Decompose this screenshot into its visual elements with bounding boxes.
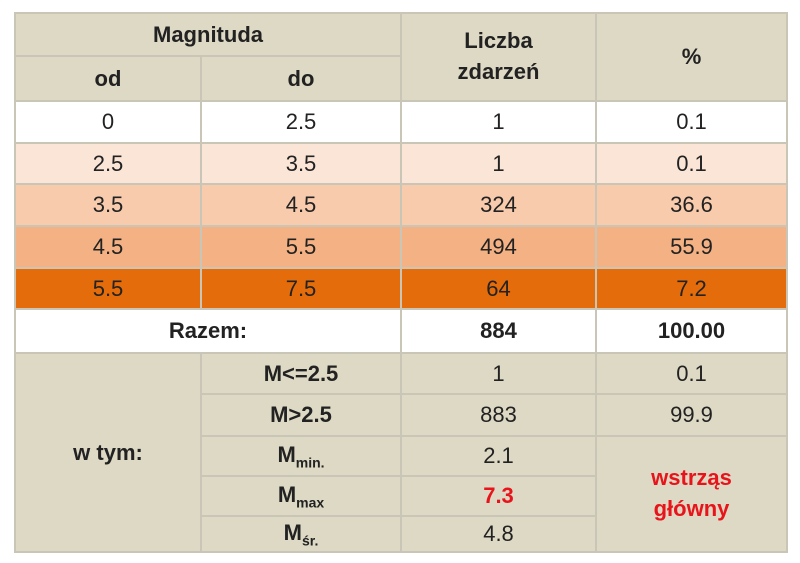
header-cell: do (200, 55, 402, 102)
cell: 64 (400, 267, 597, 310)
header-cell: Liczba zdarzeń (400, 12, 597, 102)
note-cell: wstrząs główny (595, 435, 788, 553)
cell: 1 (400, 352, 597, 395)
cell: 4.5 (200, 183, 402, 227)
header-cell: % (595, 12, 788, 102)
cell: 0.1 (595, 100, 788, 144)
cell: 0.1 (595, 352, 788, 395)
cell: Mśr. (200, 515, 402, 553)
cell: 99.9 (595, 393, 788, 437)
note: wstrząs główny (651, 465, 732, 521)
magnitude-table: Magnituda Liczba zdarzeń % od do 0 2.5 1 0.… (14, 12, 788, 553)
cell: 5.5 (200, 225, 402, 269)
total-percent: 100.00 (595, 308, 788, 354)
cell: 1 (400, 100, 597, 144)
cell: M<=2.5 (200, 352, 402, 395)
header-cell: od (14, 55, 202, 102)
cell: M>2.5 (200, 393, 402, 437)
symbol: M (277, 441, 296, 467)
subscript: max (296, 494, 325, 511)
subscript: śr. (301, 532, 319, 549)
cell: 2.1 (400, 435, 597, 477)
cell: 55.9 (595, 225, 788, 269)
header-text: Liczba zdarzeń (457, 28, 540, 84)
cell: Mmin. (200, 435, 402, 477)
cell: 324 (400, 183, 597, 227)
symbol: M (283, 519, 302, 545)
breakdown-label: w tym: (14, 352, 202, 553)
cell: 883 (400, 393, 597, 437)
cell: 7.2 (595, 267, 788, 310)
cell: 2.5 (14, 142, 202, 185)
cell: 4.5 (14, 225, 202, 269)
cell: 3.5 (200, 142, 402, 185)
cell: 494 (400, 225, 597, 269)
cell: 2.5 (200, 100, 402, 144)
cell: 7.3 (400, 475, 597, 517)
header-cell: Magnituda (14, 12, 402, 57)
cell: 7.5 (200, 267, 402, 310)
subscript: min. (295, 454, 325, 471)
cell: 5.5 (14, 267, 202, 310)
symbol: M (277, 481, 297, 507)
cell: 1 (400, 142, 597, 185)
cell: 0 (14, 100, 202, 144)
total-label: Razem: (14, 308, 402, 354)
cell: 36.6 (595, 183, 788, 227)
cell: 3.5 (14, 183, 202, 227)
cell: 0.1 (595, 142, 788, 185)
cell: 4.8 (400, 515, 597, 553)
total-count: 884 (400, 308, 597, 354)
cell: Mmax (200, 475, 402, 517)
